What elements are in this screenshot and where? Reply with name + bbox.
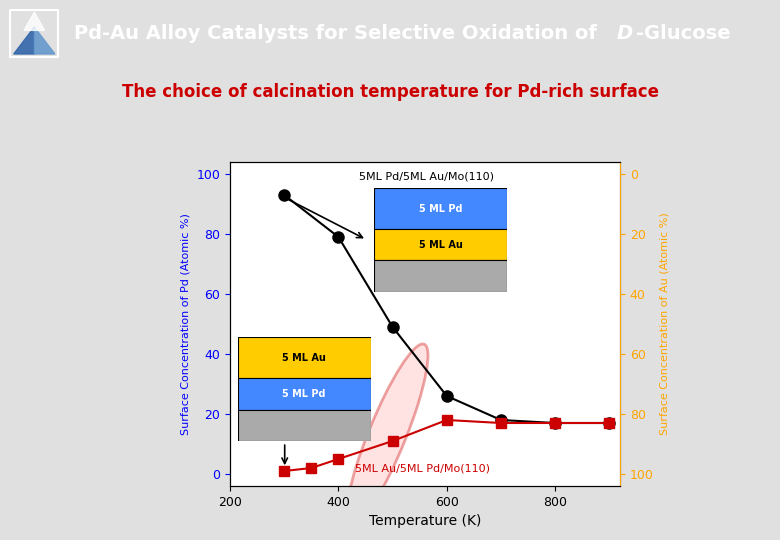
Text: 5ML Pd/5ML Au/Mo(110): 5ML Pd/5ML Au/Mo(110) <box>359 172 494 182</box>
X-axis label: Temperature (K): Temperature (K) <box>369 514 481 528</box>
Text: -Glucose: -Glucose <box>636 24 730 43</box>
Ellipse shape <box>346 344 428 526</box>
Text: The choice of calcination temperature for Pd-rich surface: The choice of calcination temperature fo… <box>122 83 658 101</box>
Polygon shape <box>34 27 55 54</box>
Text: D: D <box>616 24 633 43</box>
Y-axis label: Surface Concentration of Au (Atomic %): Surface Concentration of Au (Atomic %) <box>659 213 669 435</box>
Text: Pd-Au Alloy Catalysts for Selective Oxidation of: Pd-Au Alloy Catalysts for Selective Oxid… <box>74 24 604 43</box>
Text: 5ML Au/5ML Pd/Mo(110): 5ML Au/5ML Pd/Mo(110) <box>355 463 490 473</box>
Polygon shape <box>24 12 44 30</box>
Y-axis label: Surface Concentration of Pd (Atomic %): Surface Concentration of Pd (Atomic %) <box>181 213 191 435</box>
Polygon shape <box>14 27 34 54</box>
